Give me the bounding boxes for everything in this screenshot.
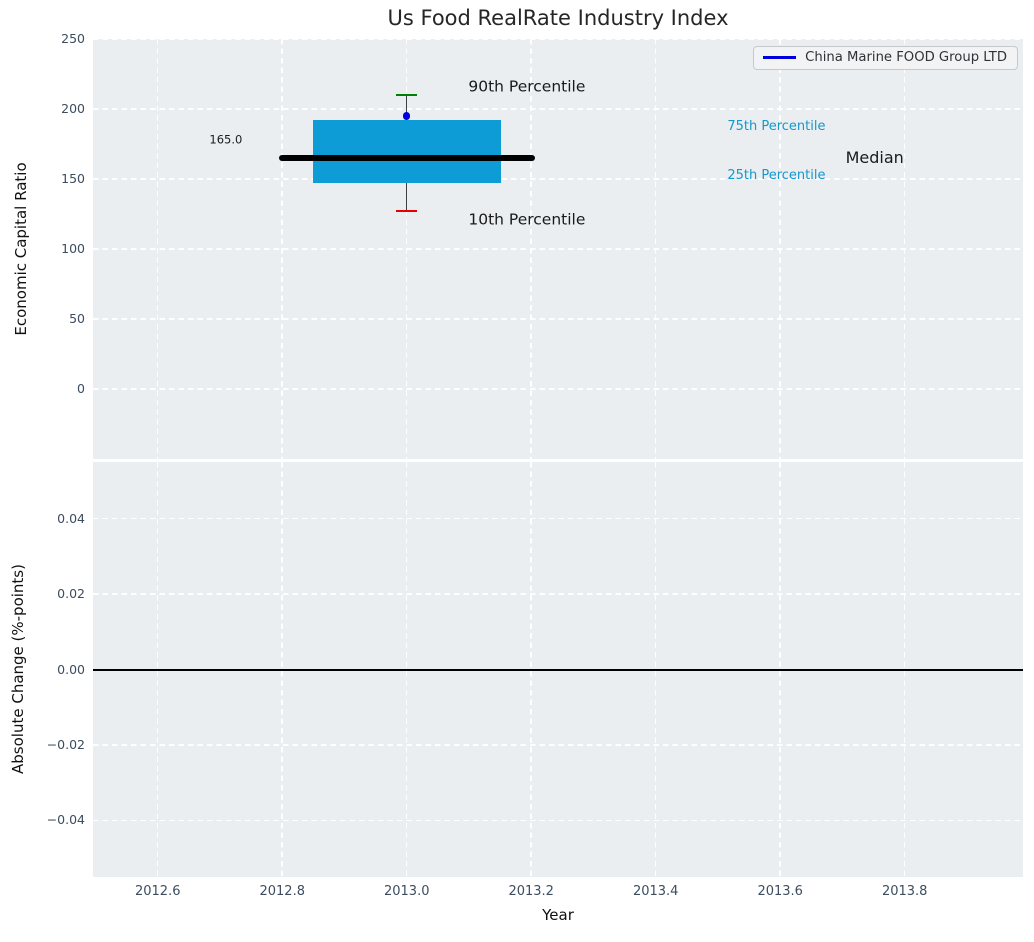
cap-90th-percentile (396, 94, 418, 97)
y-gridline (93, 318, 1023, 320)
legend: China Marine FOOD Group LTD (753, 46, 1018, 70)
y-tick-label: 200 (61, 101, 85, 116)
x-axis-label: Year (542, 906, 574, 924)
x-tick-label: 2012.8 (259, 884, 305, 899)
iqr-box (312, 120, 501, 184)
annotation-25th-percentile: 25th Percentile (727, 168, 826, 184)
x-tick-label: 2013.6 (757, 884, 803, 899)
top-plot-area: China Marine FOOD Group LTD 90th Percent… (93, 38, 1023, 459)
y-tick-label: 50 (69, 311, 85, 326)
y-gridline (93, 744, 1023, 746)
y-tick-label: −0.02 (46, 736, 85, 752)
x-tick-label: 2013.0 (383, 884, 430, 899)
x-tick-label: 2013.4 (632, 884, 679, 899)
annotation-median: Median (845, 148, 904, 168)
bottom-plot-area (93, 462, 1023, 877)
x-tick-label: 2013.2 (508, 884, 554, 899)
company-value-marker (402, 112, 411, 120)
y-tick-label: −0.04 (46, 812, 85, 828)
y-gridline (93, 388, 1023, 390)
y-tick-label: 100 (61, 241, 85, 256)
chart-title: Us Food RealRate Industry Index (387, 6, 729, 30)
y-gridline (93, 38, 1023, 40)
y-tick-label: 0.04 (57, 510, 85, 526)
y-gridline (93, 248, 1023, 250)
y-gridline (93, 819, 1023, 822)
median-line (278, 155, 535, 161)
y-gridline (93, 178, 1023, 180)
y-tick-label: 250 (61, 31, 85, 46)
x-tick-label: 2013.8 (881, 884, 928, 899)
x-tick-label: 2012.6 (134, 884, 181, 899)
y-gridline (93, 517, 1023, 520)
annotation-90th-percentile: 90th Percentile (468, 77, 586, 96)
annotation-75th-percentile: 75th Percentile (727, 119, 826, 135)
y-tick-label: 0.02 (57, 586, 85, 602)
legend-label: China Marine FOOD Group LTD (805, 50, 1007, 65)
cap-10th-percentile (396, 209, 418, 213)
y-tick-label: 0.00 (57, 661, 85, 677)
legend-line-swatch (763, 56, 797, 59)
y-gridline (93, 593, 1023, 595)
zero-line (93, 668, 1023, 671)
y-gridline (93, 108, 1023, 110)
y-tick-label: 0 (77, 381, 85, 396)
y-tick-label: 150 (61, 171, 85, 186)
annotation-165-0: 165.0 (209, 132, 243, 147)
annotation-10th-percentile: 10th Percentile (468, 210, 586, 229)
